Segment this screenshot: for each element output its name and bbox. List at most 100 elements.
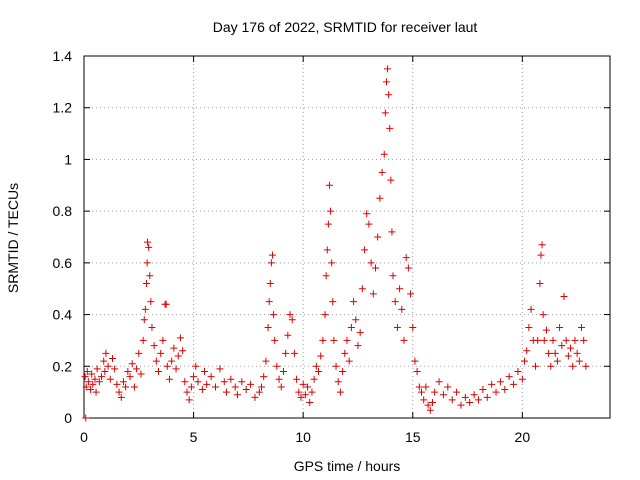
data-point <box>575 357 583 365</box>
data-point <box>299 380 307 388</box>
data-point <box>448 396 456 404</box>
data-point <box>174 352 182 360</box>
data-point <box>479 386 487 394</box>
data-point <box>84 378 92 386</box>
data-point <box>580 336 588 344</box>
data-point <box>439 391 447 399</box>
data-point <box>422 383 430 391</box>
data-point <box>539 311 547 319</box>
data-point <box>428 398 436 406</box>
data-point <box>382 78 390 86</box>
data-point <box>264 324 272 331</box>
data-point <box>100 357 108 365</box>
data-point <box>315 367 323 375</box>
data-point <box>137 370 145 378</box>
data-point <box>578 324 586 331</box>
data-point <box>538 241 546 249</box>
data-point <box>255 388 263 396</box>
data-point <box>343 336 351 344</box>
data-point <box>358 285 366 293</box>
data-point <box>371 264 379 272</box>
y-tick-label: 1.2 <box>53 100 73 116</box>
data-point <box>514 367 522 375</box>
data-point <box>330 336 338 344</box>
data-point <box>185 396 193 404</box>
data-point <box>308 388 316 396</box>
data-point <box>247 380 255 388</box>
data-point <box>304 383 312 391</box>
data-point <box>89 380 97 388</box>
data-point <box>551 349 559 357</box>
data-point <box>92 388 100 396</box>
data-point <box>140 316 148 324</box>
data-point <box>268 251 276 259</box>
data-point <box>130 383 138 391</box>
data-point <box>81 373 89 381</box>
data-point <box>327 207 335 215</box>
data-point <box>317 352 325 360</box>
data-point <box>301 391 309 399</box>
data-point <box>492 388 500 396</box>
data-point <box>534 336 542 344</box>
data-point <box>282 349 290 357</box>
x-tick-label: 5 <box>190 429 198 445</box>
data-point <box>347 324 355 331</box>
data-point <box>297 393 305 401</box>
data-point <box>168 357 176 365</box>
data-point <box>222 388 230 396</box>
data-point <box>119 378 127 386</box>
data-point <box>420 396 428 404</box>
data-point <box>172 365 180 373</box>
data-point <box>470 391 478 399</box>
data-point <box>369 290 377 298</box>
x-tick-label: 10 <box>295 429 311 445</box>
data-point <box>501 386 509 394</box>
data-point <box>537 251 545 259</box>
data-point <box>483 393 491 401</box>
data-point <box>306 398 314 406</box>
data-point <box>374 233 382 241</box>
data-point <box>128 360 136 368</box>
data-point <box>496 378 504 386</box>
data-point <box>457 401 465 409</box>
axis-ticks: 0 0.2 0.4 0.6 0.8 1 1.2 1.4 0 5 10 15 20 <box>53 48 610 445</box>
y-tick-label: 1.4 <box>53 48 73 64</box>
data-point <box>162 300 170 308</box>
data-point <box>152 357 160 365</box>
data-point <box>545 349 553 357</box>
data-point <box>87 386 95 394</box>
data-point <box>536 280 544 288</box>
data-point <box>242 386 250 394</box>
data-point <box>560 292 568 300</box>
data-point <box>135 349 143 357</box>
data-point <box>389 272 397 280</box>
data-point <box>271 336 279 344</box>
data-point <box>367 259 375 267</box>
data-point <box>415 383 423 391</box>
data-point <box>531 362 539 370</box>
data-point <box>319 336 327 344</box>
data-point <box>279 367 287 375</box>
data-point <box>329 298 337 306</box>
data-point <box>288 316 296 324</box>
data-point <box>146 272 154 280</box>
data-point <box>380 150 388 158</box>
data-point <box>122 383 130 391</box>
data-point <box>124 367 132 375</box>
data-point <box>398 305 406 313</box>
data-point <box>258 383 266 391</box>
data-point <box>431 388 439 396</box>
data-point <box>104 362 112 370</box>
data-point <box>251 393 259 401</box>
data-point <box>523 347 531 355</box>
data-point <box>198 386 206 394</box>
data-point <box>444 383 452 391</box>
data-point <box>150 342 158 350</box>
data-point <box>295 388 303 396</box>
data-point <box>350 298 358 306</box>
x-tick-label: 20 <box>515 429 531 445</box>
data-point <box>569 362 577 370</box>
data-point <box>336 388 344 396</box>
data-point <box>82 383 90 391</box>
data-point <box>270 311 278 319</box>
